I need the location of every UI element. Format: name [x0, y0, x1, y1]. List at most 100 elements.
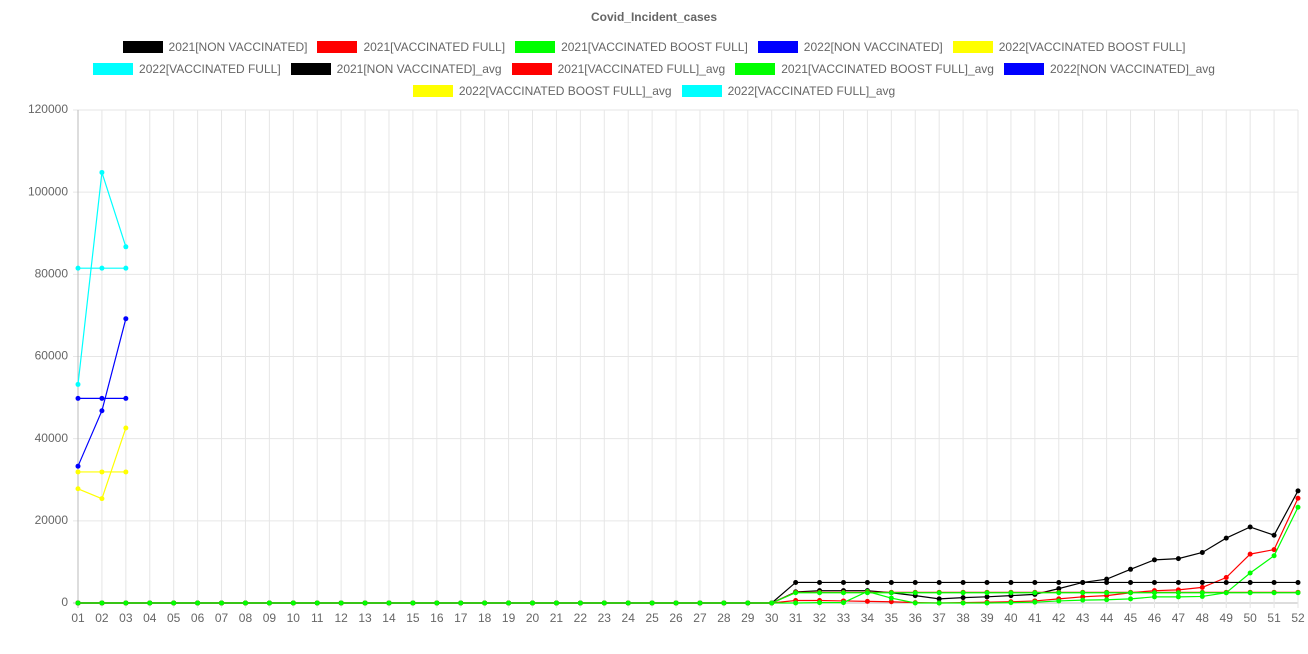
data-point: [984, 579, 990, 585]
legend-item[interactable]: 2021[VACCINATED FULL]: [317, 40, 505, 54]
legend-label: 2021[NON VACCINATED]: [168, 39, 308, 54]
legend-item[interactable]: 2022[NON VACCINATED]_avg: [1003, 62, 1215, 76]
x-tick-label: 02: [95, 611, 109, 625]
legend-swatch: [412, 84, 453, 97]
x-tick-label: 04: [143, 611, 157, 625]
data-point: [75, 265, 81, 271]
legend-item[interactable]: 2022[VACCINATED FULL]: [93, 62, 281, 76]
legend-label: 2021[VACCINATED FULL]_avg: [557, 61, 726, 76]
data-point: [1128, 566, 1134, 572]
x-tick-label: 51: [1267, 611, 1281, 625]
data-point: [888, 579, 894, 585]
x-tick-label: 42: [1052, 611, 1066, 625]
data-point: [99, 395, 105, 401]
series-line: [78, 497, 1299, 604]
data-point: [266, 600, 272, 606]
legend-label: 2022[VACCINATED BOOST FULL]: [998, 39, 1186, 54]
legend-item[interactable]: 2021[VACCINATED BOOST FULL]: [515, 39, 748, 54]
x-tick-label: 07: [215, 611, 229, 625]
legend-swatch: [1003, 62, 1044, 75]
legend-swatch: [952, 40, 993, 53]
data-point: [482, 600, 488, 606]
data-point: [1056, 590, 1062, 596]
data-point: [577, 600, 583, 606]
data-point: [840, 600, 846, 606]
data-point: [1128, 596, 1134, 602]
x-tick-label: 39: [980, 611, 994, 625]
legend-item[interactable]: 2022[VACCINATED BOOST FULL]: [952, 39, 1186, 54]
data-point: [553, 600, 559, 606]
data-point: [75, 486, 81, 492]
data-point: [984, 590, 990, 596]
x-tick-label: 41: [1028, 611, 1042, 625]
legend-label: 2021[VACCINATED BOOST FULL]: [561, 39, 748, 54]
data-point: [1271, 579, 1277, 585]
legend-swatch: [735, 62, 776, 75]
x-tick-label: 44: [1100, 611, 1114, 625]
x-tick-label: 33: [837, 611, 851, 625]
x-tick-label: 25: [645, 611, 659, 625]
data-point: [912, 600, 918, 606]
data-point: [1271, 553, 1277, 559]
x-tick-label: 29: [741, 611, 755, 625]
data-point: [1295, 495, 1301, 501]
data-point: [1104, 579, 1110, 585]
data-point: [1080, 579, 1086, 585]
data-point: [1199, 579, 1205, 585]
x-tick-label: 01: [71, 611, 85, 625]
data-point: [1223, 535, 1229, 541]
data-point: [242, 600, 248, 606]
x-tick-label: 32: [813, 611, 827, 625]
data-point: [1247, 570, 1253, 576]
data-point: [625, 600, 631, 606]
data-point: [386, 600, 392, 606]
x-tick-label: 14: [382, 611, 396, 625]
legend-item[interactable]: 2021[NON VACCINATED]_avg: [290, 62, 502, 76]
legend-item[interactable]: 2022[VACCINATED BOOST FULL]_avg: [412, 84, 672, 98]
data-point: [817, 579, 823, 585]
x-tick-label: 48: [1196, 611, 1210, 625]
x-tick-label: 34: [861, 611, 875, 625]
data-point: [1104, 590, 1110, 596]
data-point: [864, 598, 870, 604]
legend-item[interactable]: 2022[VACCINATED FULL]_avg: [681, 84, 895, 98]
y-tick-label: 60000: [35, 349, 69, 363]
y-tick-label: 0: [61, 595, 68, 609]
series-line: [78, 490, 1299, 604]
data-point: [984, 600, 990, 606]
data-point: [1295, 590, 1301, 596]
legend-item[interactable]: 2021[VACCINATED FULL]_avg: [511, 61, 726, 76]
data-point: [936, 596, 942, 602]
data-point: [936, 600, 942, 606]
legend-item[interactable]: 2021[NON VACCINATED]: [122, 39, 308, 54]
x-tick-label: 50: [1243, 611, 1257, 625]
x-tick-label: 09: [263, 611, 277, 625]
data-point: [123, 425, 129, 431]
data-point: [1175, 590, 1181, 596]
x-tick-label: 52: [1291, 611, 1305, 625]
legend-swatch: [757, 40, 798, 53]
data-point: [99, 265, 105, 271]
x-tick-label: 26: [669, 611, 683, 625]
x-tick-label: 38: [956, 611, 970, 625]
data-point: [123, 469, 129, 475]
legend-item[interactable]: 2022[NON VACCINATED]: [757, 40, 943, 54]
data-point: [745, 600, 751, 606]
data-point: [912, 590, 918, 596]
data-point: [1199, 584, 1205, 590]
x-tick-label: 19: [502, 611, 516, 625]
data-point: [1151, 557, 1157, 563]
data-point: [123, 244, 129, 250]
data-point: [75, 600, 81, 606]
data-point: [1128, 579, 1134, 585]
data-point: [769, 600, 775, 606]
legend-item[interactable]: 2021[VACCINATED BOOST FULL]_avg: [735, 62, 994, 76]
data-point: [123, 316, 129, 322]
x-tick-label: 30: [765, 611, 779, 625]
data-point: [1175, 594, 1181, 600]
data-point: [1080, 590, 1086, 596]
y-tick-label: 80000: [35, 267, 69, 281]
y-tick-label: 20000: [35, 513, 69, 527]
data-point: [960, 590, 966, 596]
x-tick-label: 43: [1076, 611, 1090, 625]
